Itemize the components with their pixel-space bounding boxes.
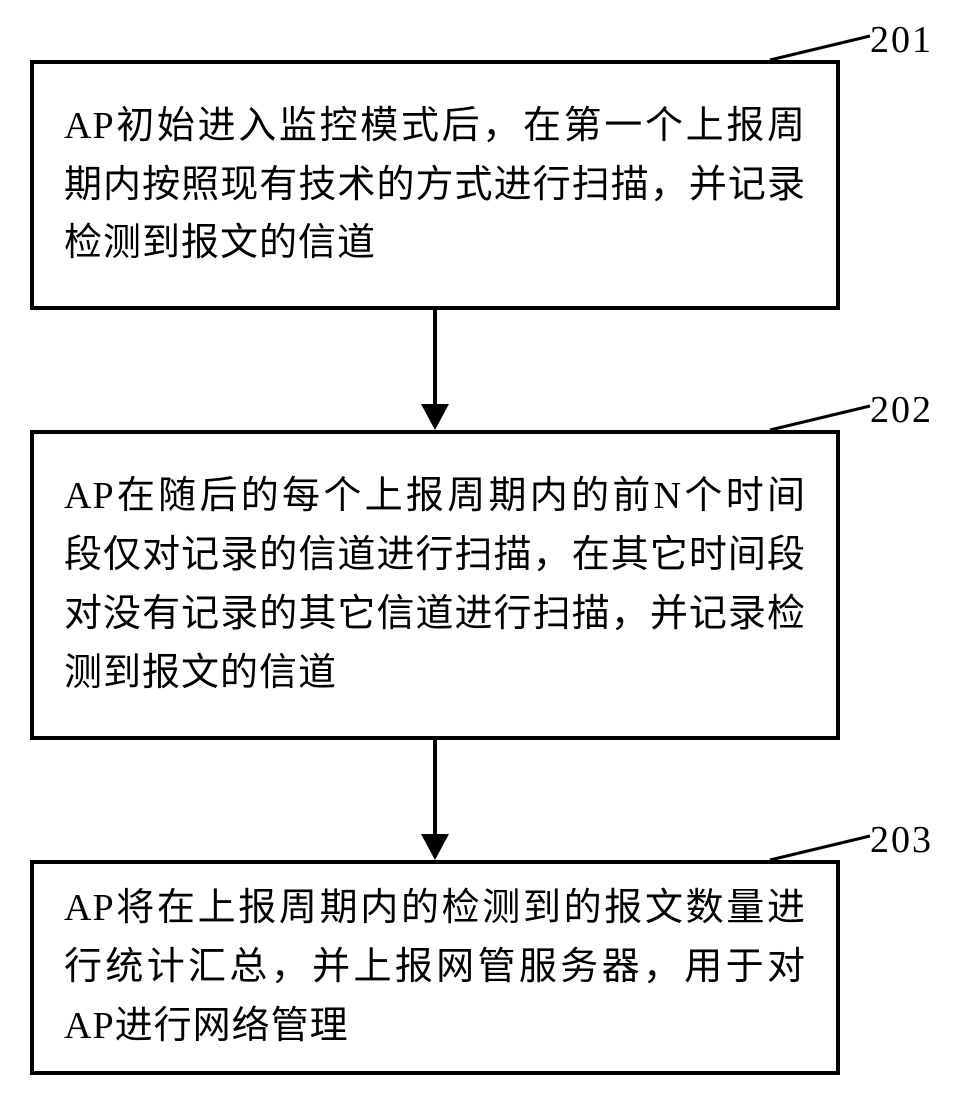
flow-node-2: AP在随后的每个上报周期内的前N个时间段仅对记录的信道进行扫描，在其它时间段对没… [30, 430, 840, 740]
flow-node-1-text: AP初始进入监控模式后，在第一个上报周期内按照现有技术的方式进行扫描，并记录检测… [64, 97, 806, 274]
flow-node-3: AP将在上报周期内的检测到的报文数量进行统计汇总，并上报网管服务器，用于对AP进… [30, 860, 840, 1075]
flow-node-2-number: 202 [870, 388, 933, 432]
flow-node-1: AP初始进入监控模式后，在第一个上报周期内按照现有技术的方式进行扫描，并记录检测… [30, 60, 840, 310]
arrow-2-shaft [433, 740, 437, 834]
flow-node-3-text: AP将在上报周期内的检测到的报文数量进行统计汇总，并上报网管服务器，用于对AP进… [64, 879, 806, 1056]
flow-node-3-number: 203 [870, 818, 933, 862]
flow-node-2-text: AP在随后的每个上报周期内的前N个时间段仅对记录的信道进行扫描，在其它时间段对没… [64, 467, 806, 703]
arrow-1-head [421, 404, 449, 430]
flow-node-1-number: 201 [870, 18, 933, 62]
arrow-2-head [421, 834, 449, 860]
arrow-1-shaft [433, 310, 437, 404]
